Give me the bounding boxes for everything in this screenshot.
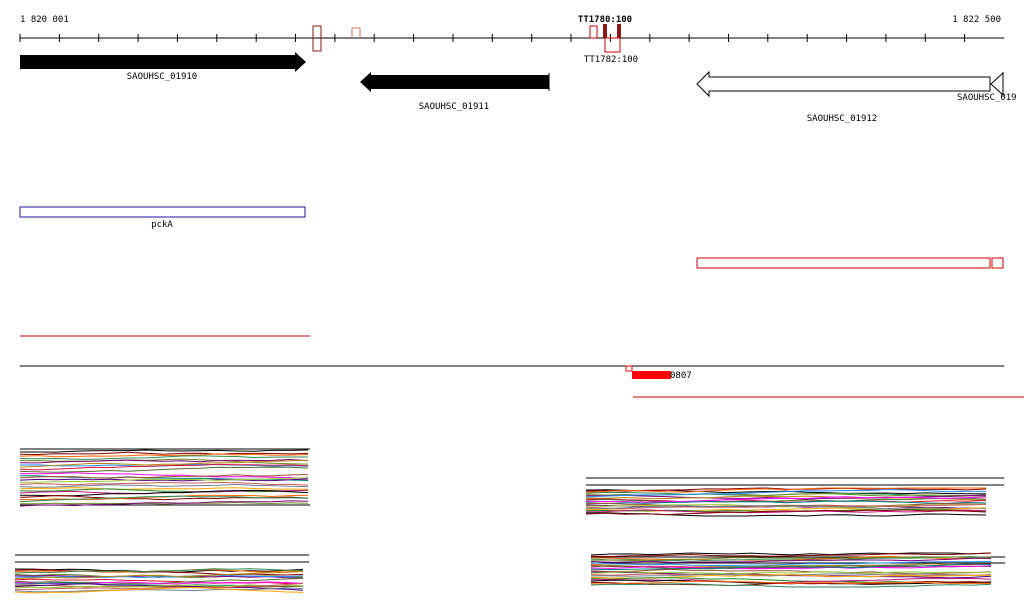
gene-track: SAOUHSC_01910 SAOUHSC_01911 SAOUHSC_0191… [20,52,1017,124]
ruler-start-label: 1 820 001 [20,15,69,25]
terminator-box[interactable] [589,25,598,39]
signal-label: 0807 [670,371,692,381]
rna-feature-marker[interactable] [351,27,361,38]
expression-profile-panel[interactable] [14,554,309,594]
expression-profile-panel[interactable] [585,477,1004,517]
signal-marker[interactable] [625,365,633,372]
gene-label: SAOUHSC_01910 [127,72,197,82]
ruler-end-label: 1 822 500 [952,15,1001,25]
terminator-label: TT1782:100 [584,55,638,65]
gene-label: SAOUHSC_01912 [807,114,877,124]
terminator-box[interactable] [604,37,621,53]
expression-profile-panel[interactable] [19,448,310,507]
terminator-box[interactable] [603,24,607,38]
signal-bar[interactable] [632,371,671,379]
terminator-features: TT1780:100 TT1782:100 [312,15,638,65]
terminator-box[interactable] [312,25,322,52]
region-box[interactable] [696,257,991,269]
gene-label: SAOUHSC_01911 [419,102,489,112]
annotation-box[interactable] [19,206,306,218]
annotation-label: pckA [151,220,173,230]
expression-profile-panel[interactable] [590,552,1005,588]
signal-track: 0807 [20,365,1024,398]
coordinate-ruler: 1 820 001 1 822 500 [19,15,1004,42]
annotation-track: pckA [19,206,306,230]
gene-arrow[interactable] [990,71,1004,97]
ruler-ticks [19,34,966,42]
gene-arrow[interactable] [20,52,306,72]
gene-arrow[interactable] [696,70,991,98]
terminator-label: TT1780:100 [578,15,632,25]
region-track [696,257,1004,269]
gene-arrow[interactable] [360,72,549,92]
terminator-box[interactable] [617,24,621,38]
gene-label: SAOUHSC_019 [957,93,1017,103]
region-box[interactable] [991,257,1004,269]
